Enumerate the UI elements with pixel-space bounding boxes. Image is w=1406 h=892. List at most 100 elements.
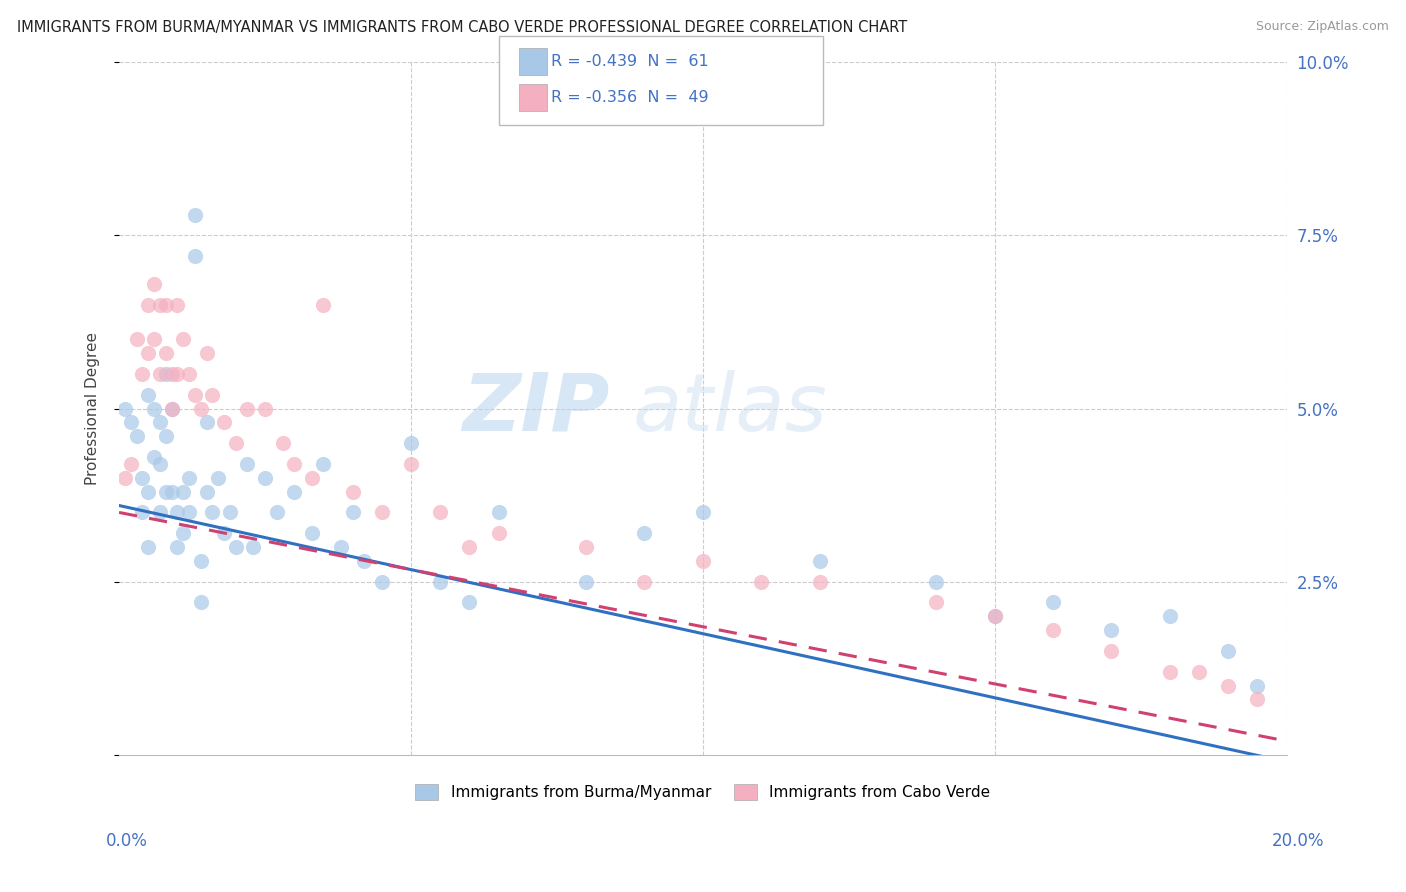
Point xyxy=(149,505,172,519)
Point xyxy=(207,471,229,485)
Text: ZIP: ZIP xyxy=(463,369,609,448)
Point xyxy=(253,471,276,485)
Point xyxy=(155,429,177,443)
Point xyxy=(1218,644,1240,658)
Point xyxy=(201,505,224,519)
Point xyxy=(125,332,148,346)
Point xyxy=(329,540,352,554)
Point xyxy=(692,554,714,568)
Point xyxy=(166,505,188,519)
Text: IMMIGRANTS FROM BURMA/MYANMAR VS IMMIGRANTS FROM CABO VERDE PROFESSIONAL DEGREE : IMMIGRANTS FROM BURMA/MYANMAR VS IMMIGRA… xyxy=(17,20,907,35)
Point xyxy=(184,387,207,401)
Point xyxy=(925,574,948,589)
Point xyxy=(155,367,177,381)
Point xyxy=(125,429,148,443)
Point xyxy=(429,505,451,519)
Point xyxy=(155,484,177,499)
Point xyxy=(1159,609,1181,624)
Text: 0.0%: 0.0% xyxy=(105,831,148,849)
Point xyxy=(342,505,364,519)
Text: R = -0.439  N =  61: R = -0.439 N = 61 xyxy=(551,54,709,69)
Point xyxy=(1188,665,1211,679)
Point xyxy=(172,484,194,499)
Point xyxy=(131,505,153,519)
Point xyxy=(225,436,247,450)
Point xyxy=(692,505,714,519)
Point xyxy=(1246,692,1268,706)
Point xyxy=(633,574,655,589)
Point xyxy=(136,540,159,554)
Point xyxy=(195,484,218,499)
Point xyxy=(399,457,422,471)
Point xyxy=(219,505,242,519)
Point xyxy=(166,540,188,554)
Point xyxy=(312,297,335,311)
Point xyxy=(160,367,183,381)
Point xyxy=(143,332,166,346)
Point xyxy=(353,554,375,568)
Point xyxy=(155,297,177,311)
Text: R = -0.356  N =  49: R = -0.356 N = 49 xyxy=(551,90,709,104)
Point xyxy=(212,416,235,430)
Point xyxy=(120,457,142,471)
Point xyxy=(131,367,153,381)
Point xyxy=(225,540,247,554)
Point xyxy=(172,526,194,541)
Point xyxy=(143,401,166,416)
Point xyxy=(808,574,831,589)
Point xyxy=(575,574,598,589)
Point xyxy=(488,505,510,519)
Point xyxy=(149,297,172,311)
Point xyxy=(925,595,948,609)
Point xyxy=(371,574,394,589)
Point xyxy=(120,416,142,430)
Point xyxy=(184,249,207,263)
Point xyxy=(1042,624,1064,638)
Point xyxy=(160,401,183,416)
Point xyxy=(399,436,422,450)
Point xyxy=(1042,595,1064,609)
Point xyxy=(575,540,598,554)
Point xyxy=(342,484,364,499)
Point xyxy=(177,367,200,381)
Point xyxy=(149,457,172,471)
Point xyxy=(131,471,153,485)
Y-axis label: Professional Degree: Professional Degree xyxy=(86,332,100,485)
Point xyxy=(212,526,235,541)
Point xyxy=(166,297,188,311)
Point xyxy=(190,554,212,568)
Point xyxy=(271,436,294,450)
Point xyxy=(1101,644,1123,658)
Point xyxy=(201,387,224,401)
Point xyxy=(149,416,172,430)
Point xyxy=(301,526,323,541)
Point xyxy=(808,554,831,568)
Point xyxy=(983,609,1005,624)
Point xyxy=(114,401,136,416)
Point xyxy=(301,471,323,485)
Point xyxy=(1101,624,1123,638)
Point xyxy=(136,387,159,401)
Point xyxy=(1159,665,1181,679)
Point xyxy=(160,401,183,416)
Point xyxy=(143,450,166,464)
Point xyxy=(195,416,218,430)
Point xyxy=(166,367,188,381)
Point xyxy=(283,484,305,499)
Point xyxy=(155,346,177,360)
Point xyxy=(177,505,200,519)
Text: 20.0%: 20.0% xyxy=(1272,831,1324,849)
Text: atlas: atlas xyxy=(633,369,828,448)
Point xyxy=(114,471,136,485)
Point xyxy=(136,346,159,360)
Point xyxy=(236,401,259,416)
Point xyxy=(149,367,172,381)
Legend: Immigrants from Burma/Myanmar, Immigrants from Cabo Verde: Immigrants from Burma/Myanmar, Immigrant… xyxy=(409,778,997,806)
Point xyxy=(1246,679,1268,693)
Point xyxy=(488,526,510,541)
Point xyxy=(458,540,481,554)
Point xyxy=(177,471,200,485)
Point xyxy=(371,505,394,519)
Point xyxy=(136,297,159,311)
Point xyxy=(312,457,335,471)
